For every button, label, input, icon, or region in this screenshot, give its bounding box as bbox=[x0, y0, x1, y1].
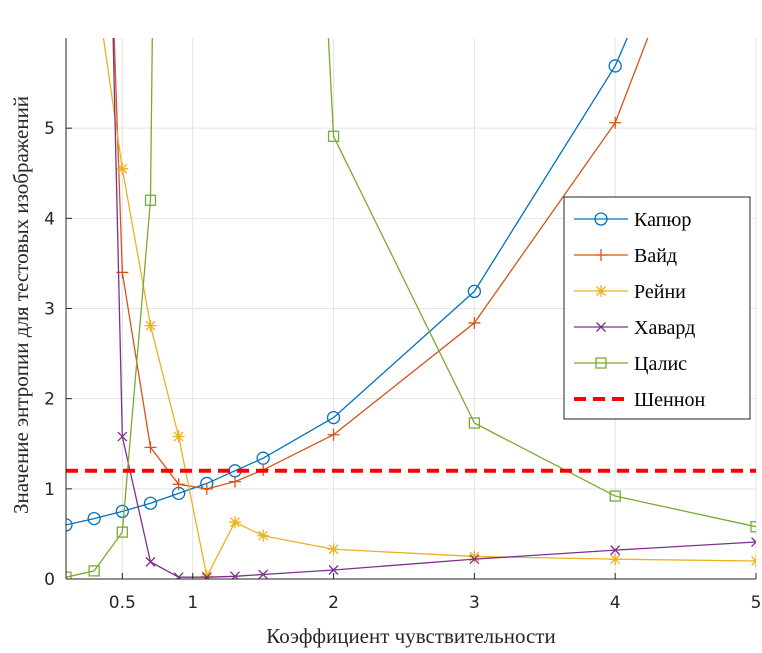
legend-item: Капюр bbox=[574, 209, 691, 231]
y-tick-label: 5 bbox=[44, 119, 55, 139]
legend-marker bbox=[595, 357, 607, 369]
data-point bbox=[144, 194, 157, 206]
series-5 bbox=[66, 38, 756, 579]
legend: Капюр Вайд Рейни Хавард Цалис Шеннон bbox=[563, 196, 751, 420]
data-point bbox=[144, 441, 157, 454]
x-tick-label: 1 bbox=[187, 593, 198, 613]
data-point bbox=[66, 571, 72, 579]
data-point bbox=[608, 59, 622, 73]
x-tick-label: 5 bbox=[751, 593, 762, 613]
y-tick-label: 2 bbox=[44, 390, 55, 410]
data-point bbox=[750, 554, 756, 567]
data-point bbox=[327, 428, 340, 441]
data-point bbox=[750, 521, 756, 533]
data-point bbox=[116, 526, 128, 538]
y-tick-label: 4 bbox=[44, 209, 55, 229]
legend-item: Рейни bbox=[574, 281, 686, 303]
data-point bbox=[200, 482, 213, 495]
data-point bbox=[468, 316, 481, 329]
data-point bbox=[173, 572, 184, 579]
legend-box bbox=[563, 196, 751, 420]
y-axis-label: Значение энтропии для тестовых изображен… bbox=[9, 96, 33, 514]
series-layer bbox=[66, 38, 756, 579]
data-point bbox=[201, 572, 212, 579]
legend-label: Капюр bbox=[634, 209, 691, 231]
y-tick-label: 0 bbox=[44, 570, 55, 590]
data-point bbox=[327, 130, 340, 142]
axes bbox=[65, 38, 757, 580]
legend-label: Хавард bbox=[634, 317, 695, 339]
data-point bbox=[115, 504, 129, 519]
y-tick-label: 3 bbox=[44, 300, 55, 320]
data-point bbox=[117, 431, 128, 442]
data-point bbox=[230, 571, 240, 579]
x-tick-label: 3 bbox=[469, 593, 480, 613]
x-axis-label: Коэффициент чувствительности bbox=[266, 624, 555, 648]
data-point bbox=[609, 553, 622, 566]
data-point bbox=[751, 537, 756, 547]
data-point bbox=[258, 569, 269, 579]
legend-label: Цалис bbox=[634, 353, 687, 375]
data-point bbox=[468, 417, 481, 429]
legend-marker bbox=[596, 322, 606, 332]
series-3 bbox=[102, 38, 756, 579]
data-point bbox=[328, 565, 339, 575]
data-point bbox=[88, 565, 100, 577]
legend-label: Рейни bbox=[634, 281, 686, 303]
data-point bbox=[257, 529, 270, 542]
data-point bbox=[228, 516, 241, 529]
legend-marker bbox=[595, 249, 607, 261]
legend-item: Шеннон bbox=[574, 389, 705, 411]
data-point bbox=[609, 490, 621, 502]
legend-label: Вайд bbox=[634, 245, 677, 267]
x-tick-label: 0.5 bbox=[109, 593, 136, 613]
x-tick-label: 4 bbox=[610, 593, 621, 613]
y-tick-label: 1 bbox=[44, 480, 55, 500]
legend-marker bbox=[595, 285, 607, 297]
series-line bbox=[66, 38, 756, 578]
data-point bbox=[609, 116, 622, 129]
legend-item: Цалис bbox=[574, 353, 687, 375]
data-point bbox=[467, 284, 482, 299]
data-point bbox=[327, 543, 340, 556]
data-point bbox=[172, 430, 185, 443]
legend-item: Вайд bbox=[574, 245, 677, 267]
data-point bbox=[145, 556, 156, 567]
series-4 bbox=[112, 38, 756, 579]
data-point bbox=[610, 545, 621, 556]
data-point bbox=[116, 162, 129, 175]
data-point bbox=[144, 319, 157, 332]
data-point bbox=[66, 518, 73, 532]
data-point bbox=[468, 550, 481, 563]
data-point bbox=[143, 496, 158, 510]
tick-labels: 0.5 1 2 3 4 5 0 1 2 3 4 5 bbox=[44, 119, 761, 613]
legend-label: Шеннон bbox=[634, 389, 705, 411]
data-point bbox=[172, 478, 185, 491]
legend-item: Хавард bbox=[574, 317, 695, 339]
data-point bbox=[326, 410, 341, 425]
data-point bbox=[228, 475, 241, 488]
data-point bbox=[469, 554, 480, 565]
x-tick-label: 2 bbox=[328, 593, 339, 613]
series-line bbox=[66, 38, 628, 526]
legend-marker bbox=[594, 212, 608, 226]
data-point bbox=[87, 511, 101, 526]
